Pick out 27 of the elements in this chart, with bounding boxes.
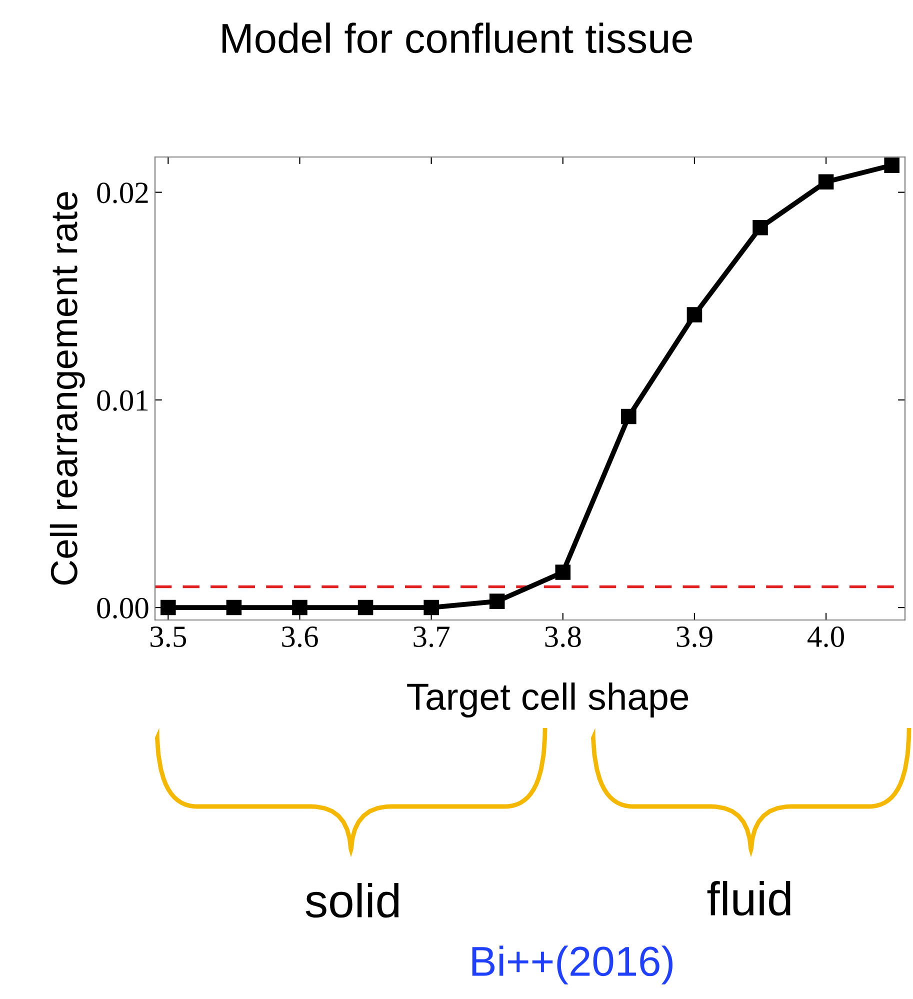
text: fluid [707,880,790,916]
point [226,600,242,616]
text: Bi++(2016) [472,946,672,984]
x-tick-label: 3.5 [150,626,186,648]
y-tick-label: 0.00 [97,598,148,619]
point [358,600,374,616]
y-tick-label: 0.01 [97,390,148,411]
y-axis-title: Cell rearrangement rate [50,192,85,585]
point [555,564,571,580]
point [424,600,439,616]
point [818,174,834,190]
point [489,594,505,609]
chart-title: Model for confluent tissue [222,22,692,54]
x-axis-title: Target cell shape [407,682,688,718]
x-tick-label: 3.8 [545,626,581,648]
x-tick-label: 4.0 [808,626,844,648]
point [621,408,636,424]
x-tick-label: 3.9 [676,626,712,648]
point [884,158,900,173]
y-tick-label: 0.02 [97,182,148,204]
x-tick-label: 3.6 [282,626,318,648]
x-tick-label: 3.7 [414,626,450,648]
point [160,600,176,616]
point [292,600,308,616]
text: solid [306,882,399,918]
point [752,220,768,236]
point [686,307,702,322]
